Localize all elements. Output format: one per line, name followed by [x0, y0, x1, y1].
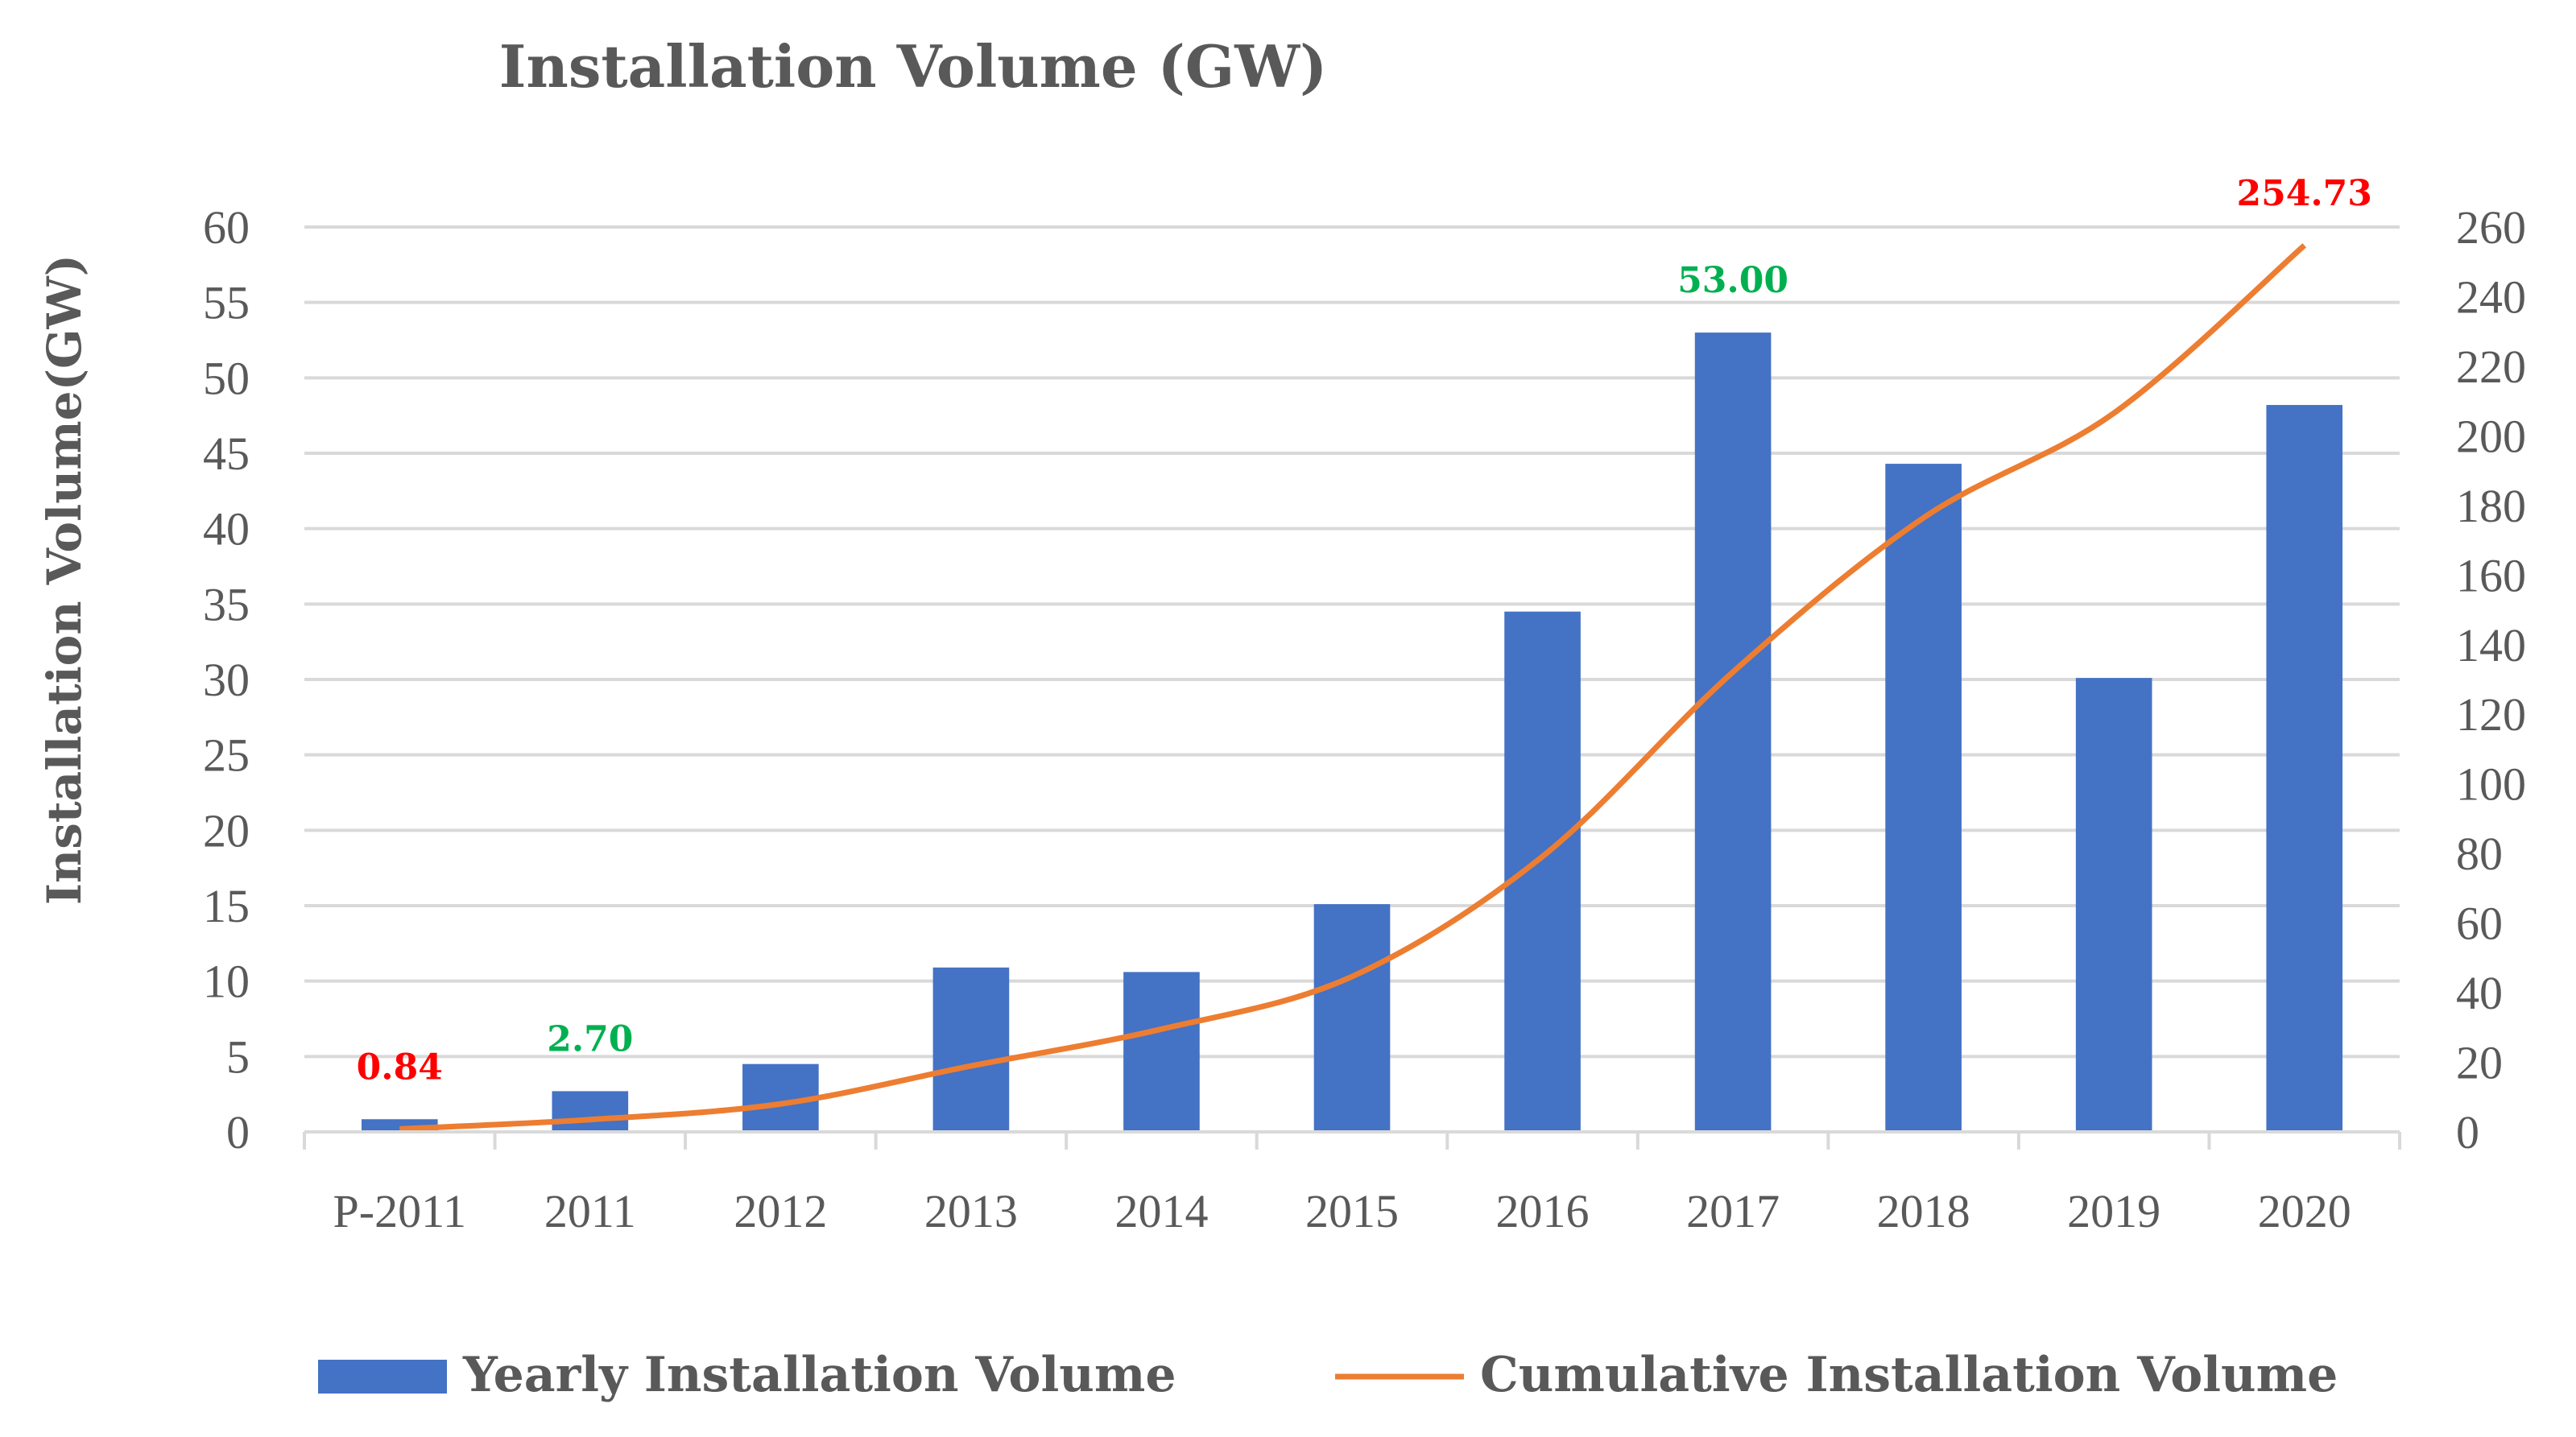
x-tick-label: 2019: [2067, 1185, 2160, 1237]
data-label: 53.00: [1677, 260, 1788, 301]
x-tick-label: 2011: [544, 1185, 636, 1237]
data-label: 0.84: [357, 1047, 443, 1088]
y-tick-right: 0: [2456, 1106, 2479, 1158]
bar-series: [361, 332, 2343, 1133]
data-label: 254.73: [2237, 173, 2372, 214]
y-tick-right: 120: [2456, 688, 2526, 741]
x-tick-label: 2015: [1305, 1185, 1399, 1237]
y-tick-right: 60: [2456, 898, 2503, 950]
line-series: [399, 243, 2307, 1132]
legend-swatch-yearly: [318, 1360, 447, 1394]
y-tick-left: 40: [203, 503, 250, 555]
y-tick-left: 45: [203, 427, 250, 480]
y-tick-left: 35: [203, 578, 250, 630]
y-tick-left: 10: [203, 956, 250, 1008]
data-label: 2.70: [547, 1018, 633, 1059]
y-tick-right: 180: [2456, 480, 2526, 532]
y-tick-left: 5: [226, 1030, 250, 1083]
y-axis-title: Installation Volume(GW): [37, 254, 92, 905]
x-axis: P-2011 2011 2012 2013 2014 2015 2016 2017 2018 20…: [303, 1130, 2401, 1237]
legend-label-cumulative: Cumulative Installation Volume: [1480, 1347, 2338, 1403]
y-tick-left: 0: [226, 1106, 250, 1158]
bar: [932, 967, 1010, 1132]
y-axis-left: 0 5 10 15 20 25 30 35 40 45 50 55 60: [203, 201, 250, 1158]
x-tick-label: 2018: [1877, 1185, 1970, 1237]
y-tick-right: 20: [2456, 1037, 2503, 1089]
y-tick-left: 50: [203, 352, 250, 404]
bar: [2075, 678, 2152, 1132]
y-tick-left: 20: [203, 804, 250, 857]
y-tick-right: 160: [2456, 549, 2526, 601]
x-tick-label: P-2011: [333, 1185, 466, 1237]
y-tick-left: 60: [203, 201, 250, 254]
y-axis-right: 0 20 40 60 80 100 120 140 160 180 200 220 240 260: [2456, 201, 2526, 1158]
y-tick-right: 220: [2456, 341, 2526, 393]
legend: Yearly Installation Volume Cumulative In…: [318, 1347, 2338, 1403]
x-tick-label: 2012: [734, 1185, 827, 1237]
bar: [1885, 464, 1962, 1132]
chart-title: Installation Volume (GW): [499, 32, 1327, 101]
y-tick-right: 140: [2456, 619, 2526, 671]
cumulative-line: [399, 243, 2307, 1132]
bar: [2266, 405, 2343, 1132]
bar: [1694, 332, 1772, 1133]
y-tick-right: 200: [2456, 410, 2526, 462]
y-tick-left: 25: [203, 729, 250, 782]
y-tick-right: 100: [2456, 758, 2526, 811]
y-tick-right: 240: [2456, 270, 2526, 323]
y-tick-left: 30: [203, 654, 250, 706]
legend-label-yearly: Yearly Installation Volume: [462, 1347, 1176, 1403]
y-tick-right: 40: [2456, 967, 2503, 1019]
x-tick-label: 2020: [2258, 1185, 2351, 1237]
y-tick-left: 55: [203, 277, 250, 329]
gridlines: [304, 225, 2400, 1059]
y-tick-right: 260: [2456, 201, 2526, 254]
bar: [1123, 972, 1200, 1132]
bar: [552, 1091, 629, 1132]
x-tick-label: 2017: [1686, 1185, 1780, 1237]
x-tick-label: 2016: [1496, 1185, 1590, 1237]
y-tick-left: 15: [203, 880, 250, 932]
x-tick-label: 2013: [924, 1185, 1018, 1237]
x-tick-label: 2014: [1114, 1185, 1208, 1237]
y-tick-right: 80: [2456, 828, 2503, 880]
data-labels: 0.84 2.70 53.00 254.73: [357, 173, 2372, 1088]
bar: [1313, 904, 1391, 1132]
bar: [1504, 611, 1581, 1132]
